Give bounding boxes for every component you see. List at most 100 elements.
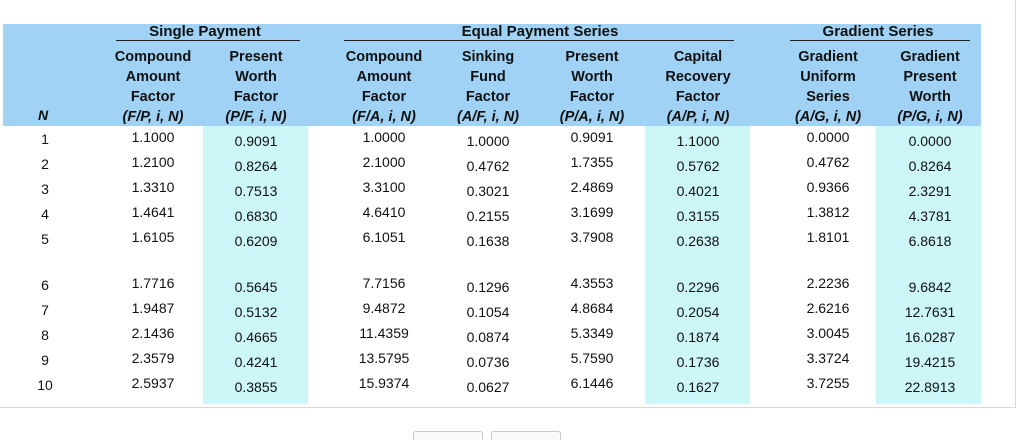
- table-cell: 0.4665: [234, 329, 278, 345]
- table-cell: 9.6842: [908, 279, 952, 295]
- table-cell: 0.2638: [676, 233, 720, 249]
- table-cell: 3.3100: [362, 179, 406, 195]
- column-header-notation: (P/F, i, N): [225, 109, 287, 125]
- column-header-label: Present: [565, 49, 619, 65]
- column-header-label: Worth: [571, 69, 613, 85]
- column-header-n: N: [38, 107, 49, 123]
- table-cell: 4.8684: [570, 300, 614, 316]
- row-n-cell: 2: [41, 156, 49, 172]
- table-cell: 3.7908: [570, 229, 614, 245]
- table-cell: 2.3291: [908, 183, 952, 199]
- column-header-notation: (P/A, i, N): [559, 109, 625, 125]
- table-cell: 0.4021: [676, 183, 720, 199]
- table-cell: 4.6410: [362, 204, 406, 220]
- table-cell: 0.2296: [676, 279, 720, 295]
- column-header-label: Fund: [470, 69, 506, 85]
- table-cell: 3.1699: [570, 204, 614, 220]
- table-cell: 0.9366: [806, 179, 850, 195]
- column-header-notation: (A/F, i, N): [456, 109, 520, 125]
- group-title-equal-payment-series: Equal Payment Series: [461, 23, 619, 40]
- column-stripe-capital-recovery: [645, 126, 750, 404]
- row-n-cell: 5: [41, 231, 49, 247]
- column-header-notation: (F/A, i, N): [352, 109, 416, 125]
- table-cell: 1.9487: [131, 300, 175, 316]
- column-header-notation: (F/P, i, N): [122, 109, 184, 125]
- column-header-label: Recovery: [665, 69, 731, 85]
- table-cell: 0.8264: [234, 158, 278, 174]
- column-header-label: Factor: [233, 89, 279, 105]
- table-cell: 0.4762: [466, 158, 510, 174]
- row-n-cell: 6: [41, 277, 49, 293]
- table-cell: 2.4869: [570, 179, 614, 195]
- table-cell: 0.1296: [466, 279, 510, 295]
- table-cell: 1.4641: [131, 204, 175, 220]
- table-cell: 22.8913: [904, 379, 956, 395]
- table-cell: 0.5645: [234, 279, 278, 295]
- column-header-label: Factor: [361, 89, 407, 105]
- table-cell: 1.7716: [131, 275, 175, 291]
- table-cell: 0.0627: [466, 379, 510, 395]
- column-stripe-gradient-present-worth: [876, 126, 981, 404]
- table-cell: 16.0287: [904, 329, 956, 345]
- table-frame: [0, 0, 1016, 408]
- table-cell: 9.4872: [362, 300, 406, 316]
- column-header-label: Compound: [114, 49, 192, 65]
- row-n-cell: 1: [41, 131, 49, 147]
- table-cell: 5.3349: [570, 325, 614, 341]
- table-cell: 4.3553: [570, 275, 614, 291]
- table-cell: 1.7355: [570, 154, 614, 170]
- group-rule-equal-payment-series: [344, 40, 734, 41]
- table-cell: 13.5795: [358, 350, 410, 366]
- column-header-label: Capital: [673, 49, 723, 65]
- column-header-label: Factor: [569, 89, 615, 105]
- column-header-4: Sinking Fund Factor (A/F, i, N): [433, 47, 543, 127]
- table-cell: 6.1051: [362, 229, 406, 245]
- table-cell: 2.2236: [806, 275, 850, 291]
- table-cell: 0.0000: [908, 133, 952, 149]
- table-cell: 1.3812: [806, 204, 850, 220]
- group-title-single-payment: Single Payment: [149, 23, 261, 40]
- column-stripe-present-worth: [203, 126, 308, 404]
- column-header-label: Gradient: [798, 49, 858, 65]
- column-header-5: Present Worth Factor (P/A, i, N): [537, 47, 647, 127]
- table-cell: 0.7513: [234, 183, 278, 199]
- column-header-label: Amount: [125, 69, 181, 85]
- column-header-label: Amount: [356, 69, 412, 85]
- table-cell: 1.0000: [466, 133, 510, 149]
- tab-stub-left: [413, 431, 483, 440]
- column-header-label: Factor: [130, 89, 176, 105]
- table-cell: 3.3724: [806, 350, 850, 366]
- column-header-notation: (P/G, i, N): [897, 109, 963, 125]
- table-cell: 0.2155: [466, 208, 510, 224]
- column-header-label: Present: [229, 49, 283, 65]
- table-cell: 0.0000: [806, 129, 850, 145]
- table-cell: 6.8618: [908, 233, 952, 249]
- row-n-cell: 10: [37, 377, 53, 393]
- table-cell: 0.1638: [466, 233, 510, 249]
- row-n-cell: 8: [41, 327, 49, 343]
- column-header-label: Series: [806, 89, 850, 105]
- column-header-label: Worth: [909, 89, 951, 105]
- table-cell: 4.3781: [908, 208, 952, 224]
- table-cell: 1.8101: [806, 229, 850, 245]
- table-cell: 0.9091: [234, 133, 278, 149]
- table-cell: 7.7156: [362, 275, 406, 291]
- table-cell: 1.2100: [131, 154, 175, 170]
- table-cell: 2.1000: [362, 154, 406, 170]
- row-n-cell: 4: [41, 206, 49, 222]
- row-n-cell: 9: [41, 352, 49, 368]
- table-cell: 0.3855: [234, 379, 278, 395]
- table-cell: 0.1054: [466, 304, 510, 320]
- table-cell: 0.3021: [466, 183, 510, 199]
- table-cell: 0.4762: [806, 154, 850, 170]
- table-cell: 1.6105: [131, 229, 175, 245]
- column-header-label: Worth: [235, 69, 277, 85]
- column-header-label: Factor: [675, 89, 721, 105]
- table-header-background: [3, 24, 981, 126]
- table-cell: 0.1736: [676, 354, 720, 370]
- row-n-cell: 3: [41, 181, 49, 197]
- table-cell: 0.9091: [570, 129, 614, 145]
- table-cell: 19.4215: [904, 354, 956, 370]
- table-cell: 2.6216: [806, 300, 850, 316]
- table-cell: 2.5937: [131, 375, 175, 391]
